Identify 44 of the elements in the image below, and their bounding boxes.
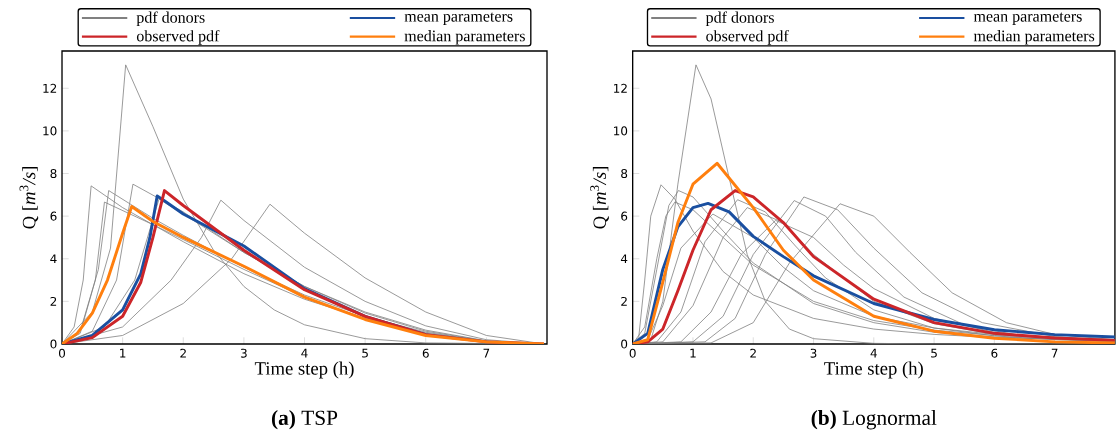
x-tick-label: 7	[483, 348, 490, 358]
x-tick-label: 6	[422, 348, 429, 358]
y-tick-label: 12	[43, 83, 57, 93]
x-tick-label: 2	[750, 348, 756, 358]
x-axis-title: Time step (h)	[824, 361, 923, 379]
x-tick-label: 1	[690, 348, 696, 358]
legend-label: observed pdf	[706, 29, 789, 45]
y-tick-label: 10	[43, 126, 57, 136]
y-tick-label: 4	[620, 254, 628, 264]
x-tick-label: 4	[870, 348, 877, 358]
text: (a) TSP	[271, 410, 338, 430]
x-tick-label: 0	[629, 348, 636, 358]
y-tick-label: 12	[614, 83, 627, 93]
x-axis-title: Time step (h)	[254, 361, 354, 379]
y-tick-label: 10	[614, 126, 628, 136]
x-tick-label: 2	[180, 348, 186, 358]
y-tick-label: 8	[50, 168, 57, 179]
x-tick-label: 6	[991, 348, 998, 358]
y-tick-label: 2	[50, 296, 57, 306]
x-tick-label: 1	[120, 348, 126, 358]
text: (b) Lognormal	[811, 410, 937, 430]
y-tick-label: 6	[50, 211, 57, 221]
y-axis-title: Q [m$^{3}$/s]	[19, 167, 39, 229]
x-tick-label: 4	[301, 348, 308, 358]
x-tick-label: 3	[810, 348, 817, 358]
y-tick-label: 0	[621, 339, 628, 349]
legend-label: pdf donors	[136, 11, 205, 27]
y-tick-label: 4	[50, 254, 57, 264]
legend-label: pdf donors	[705, 11, 774, 27]
x-tick-label: 5	[931, 348, 937, 358]
x-tick-label: 3	[240, 348, 247, 358]
x-tick-label: 0	[58, 348, 66, 358]
legend-label: mean parameters	[973, 12, 1082, 25]
legend-label: median parameters	[973, 30, 1095, 45]
x-tick-label: 5	[362, 348, 368, 358]
legend-label: mean parameters	[404, 12, 513, 25]
y-tick-label: 6	[621, 211, 628, 221]
y-axis-title: Q [m$^{3}$/s]	[590, 167, 609, 229]
legend-label: median parameters	[404, 30, 525, 45]
y-tick-label: 8	[621, 168, 628, 179]
y-tick-label: 0	[50, 339, 57, 349]
y-tick-label: 2	[621, 296, 627, 306]
x-tick-label: 7	[1051, 348, 1058, 358]
legend-label: observed pdf	[136, 29, 220, 45]
